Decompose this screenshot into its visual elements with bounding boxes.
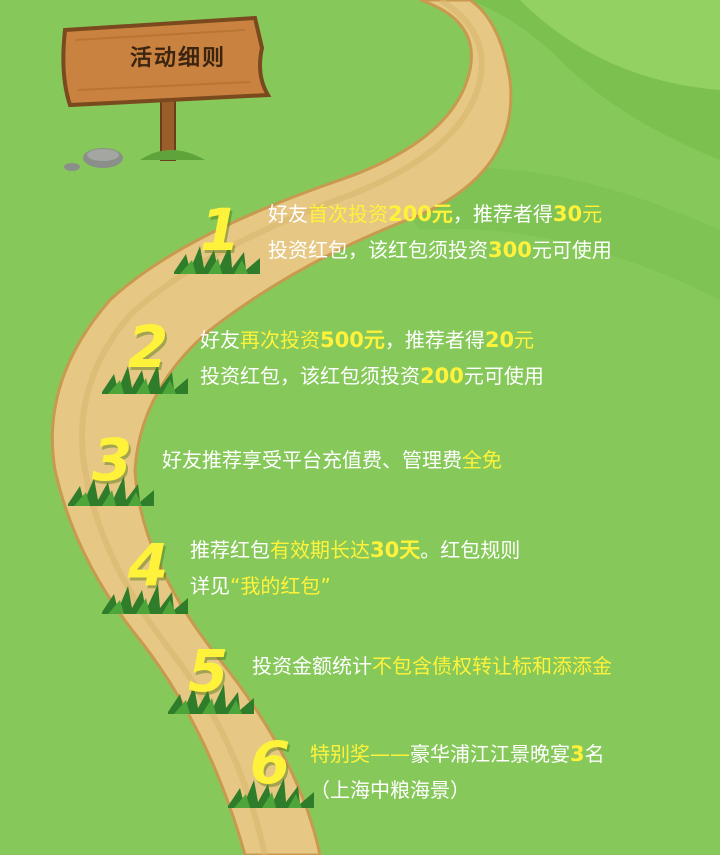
plain-text: 投资红包，该红包须投资 xyxy=(200,364,420,388)
highlight-text: 20 xyxy=(484,328,515,352)
rule-line2: （上海中粮海景） xyxy=(310,772,605,808)
plain-text: 元可使用 xyxy=(463,364,544,388)
grass-tuft xyxy=(168,684,254,714)
plain-text: 好友 xyxy=(268,202,308,226)
rule-line2: 投资红包，该红包须投资200元可使用 xyxy=(200,358,544,394)
plain-text: 好友 xyxy=(200,328,240,352)
highlight-text: 特别奖—— xyxy=(310,742,410,766)
rule-line1: 好友推荐享受平台充值费、管理费全免 xyxy=(162,442,502,478)
highlight-text: 有效期长达 xyxy=(270,538,370,562)
plain-text: 详见 xyxy=(190,574,230,598)
rule-line1: 好友首次投资200元，推荐者得30元 xyxy=(268,196,612,232)
rule-number: 2 xyxy=(127,313,169,381)
rule-line2: 详见“我的红包” xyxy=(190,568,520,604)
rule-line1: 推荐红包有效期长达30天。红包规则 xyxy=(190,532,520,568)
rule-number: 6 xyxy=(249,729,291,797)
rule-number: 3 xyxy=(91,426,133,494)
rule-text: 好友推荐享受平台充值费、管理费全免 xyxy=(162,442,502,478)
highlight-text: 500元 xyxy=(320,328,385,352)
plain-text: ，推荐者得 xyxy=(384,328,485,352)
rule-text: 特别奖——豪华浦江江景晚宴3名 （上海中粮海景） xyxy=(310,736,605,808)
highlight-text: 200元 xyxy=(388,202,453,226)
sign-title: 活动细则 xyxy=(129,46,226,71)
highlight-text: 200 xyxy=(420,364,464,388)
rule-line1: 特别奖——豪华浦江江景晚宴3名 xyxy=(310,736,605,772)
plain-text: ，推荐者得 xyxy=(452,202,553,226)
plain-text: 元可使用 xyxy=(531,238,612,262)
highlight-text: 元 xyxy=(582,202,603,226)
highlight-text: 元 xyxy=(514,328,535,352)
rule-text: 投资金额统计不包含债权转让标和添添金 xyxy=(252,648,612,684)
plain-text: 。红包规则 xyxy=(420,538,521,562)
plain-text: 名 xyxy=(584,742,605,766)
highlight-text: 30 xyxy=(552,202,583,226)
plain-text: 豪华浦江江景晚宴 xyxy=(410,742,570,766)
plain-text: 好友推荐享受平台充值费、管理费 xyxy=(162,448,462,472)
grass-tuft xyxy=(68,476,154,506)
rule-line2: 投资红包，该红包须投资300元可使用 xyxy=(268,232,612,268)
grass-tuft xyxy=(102,584,188,614)
plain-text: 推荐红包 xyxy=(190,538,270,562)
plain-text: 投资红包，该红包须投资 xyxy=(268,238,488,262)
highlight-text: 30天 xyxy=(370,538,421,562)
highlight-text: 首次投资 xyxy=(308,202,388,226)
rule-line1: 好友再次投资500元，推荐者得20元 xyxy=(200,322,544,358)
rule-text: 好友再次投资500元，推荐者得20元 投资红包，该红包须投资200元可使用 xyxy=(200,322,544,394)
plain-text: 投资金额统计 xyxy=(252,654,372,678)
rule-line1: 投资金额统计不包含债权转让标和添添金 xyxy=(252,648,612,684)
highlight-text: 3 xyxy=(570,742,585,766)
grass-tuft xyxy=(102,364,188,394)
grass-tuft xyxy=(228,778,314,808)
rule-text: 好友首次投资200元，推荐者得30元 投资红包，该红包须投资300元可使用 xyxy=(268,196,612,268)
rule-number: 4 xyxy=(127,531,169,599)
highlight-text: 再次投资 xyxy=(240,328,320,352)
highlight-text: “我的红包” xyxy=(230,574,331,598)
highlight-text: 全免 xyxy=(462,448,502,472)
highlight-text: 不包含债权转让标和添添金 xyxy=(372,654,612,678)
rule-number: 5 xyxy=(187,637,229,705)
rule-text: 推荐红包有效期长达30天。红包规则 详见“我的红包” xyxy=(190,532,520,604)
highlight-text: 300 xyxy=(488,238,532,262)
rule-number: 1 xyxy=(199,196,241,264)
grass-tuft xyxy=(174,244,260,274)
plain-text: （上海中粮海景） xyxy=(310,778,470,802)
